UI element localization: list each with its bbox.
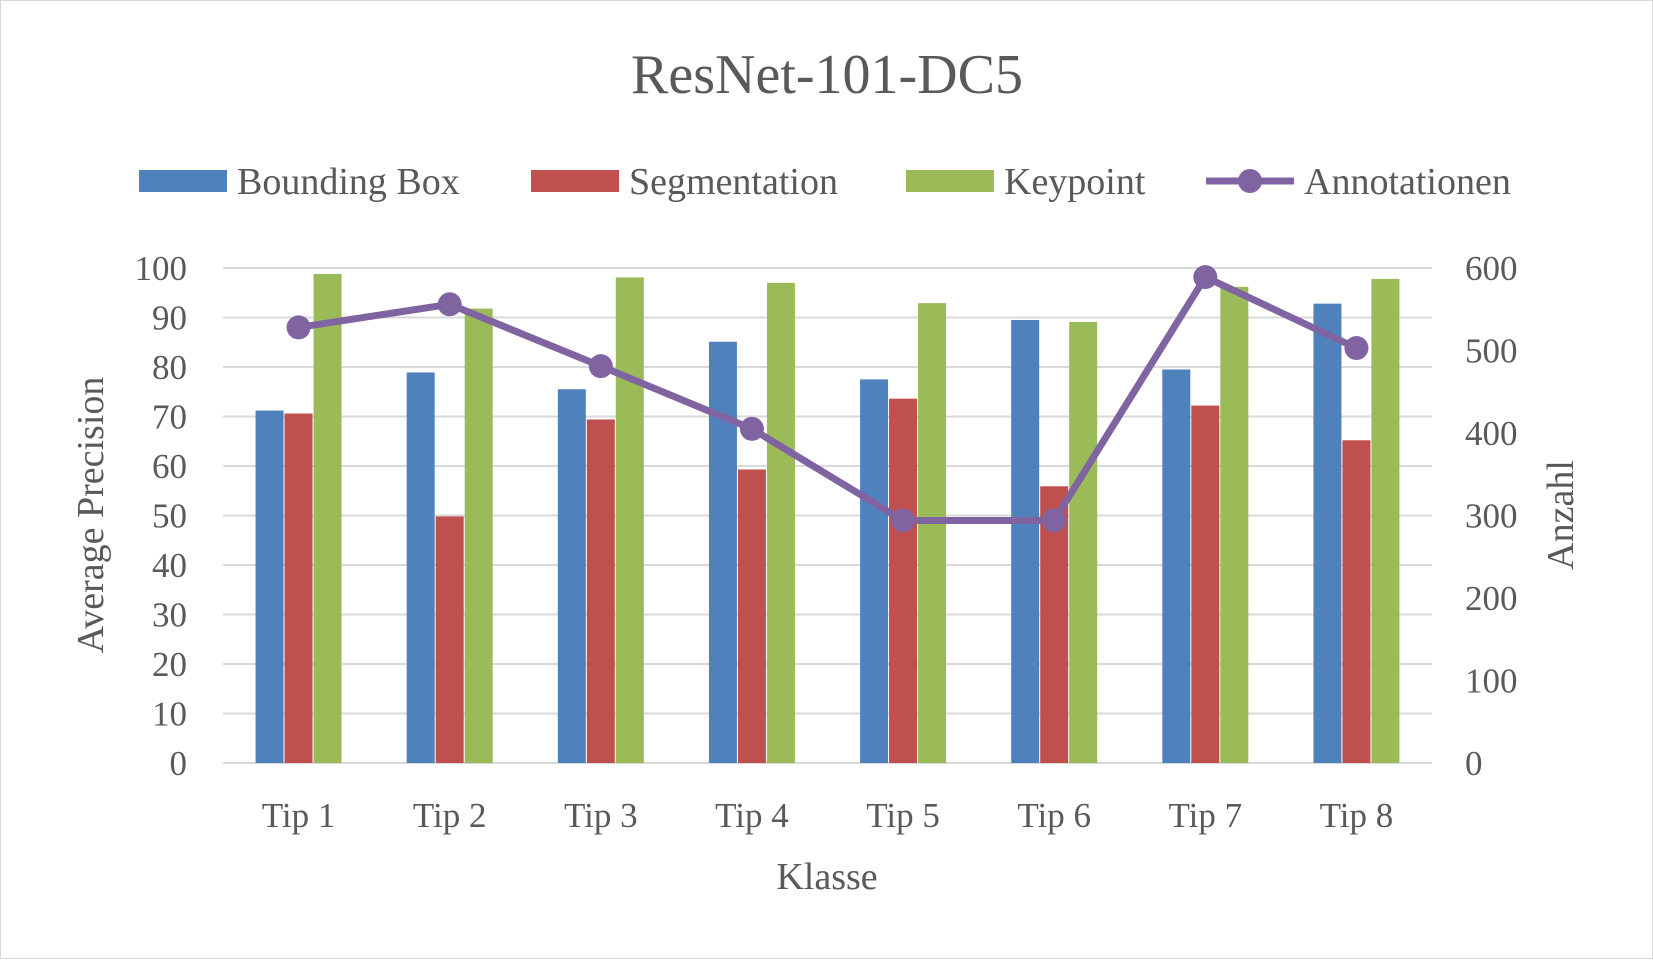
series-line <box>298 273 1358 524</box>
y2-axis-ticks: 0 100 200 300 400 500 600 <box>1465 249 1518 783</box>
bar <box>464 308 493 763</box>
y-tick-label: 90 <box>152 299 187 338</box>
bar <box>918 303 947 763</box>
y2-tick-label: 400 <box>1465 414 1518 453</box>
x-tick-label: Tip 3 <box>564 796 638 835</box>
y-tick-label: 70 <box>152 398 187 437</box>
legend-label: Bounding Box <box>237 161 460 203</box>
bar <box>435 516 464 763</box>
bar <box>1313 303 1342 763</box>
bar <box>255 410 284 763</box>
bar <box>284 413 313 763</box>
y-tick-label: 0 <box>170 744 188 783</box>
bars <box>255 273 1400 763</box>
legend: Bounding Box Segmentation Keypoint Annotati… <box>139 161 1511 203</box>
legend-swatch <box>906 170 994 192</box>
x-tick-label: Tip 6 <box>1017 796 1091 835</box>
legend-label: Segmentation <box>629 161 838 203</box>
line-series <box>286 265 1369 533</box>
line-point <box>437 292 462 317</box>
chart-title: ResNet-101-DC5 <box>631 44 1023 106</box>
bar <box>860 379 889 763</box>
x-axis-ticks: Tip 1 Tip 2 Tip 3 Tip 4 Tip 5 Tip 6 Tip 7 Tip 8 <box>262 796 1394 835</box>
y2-tick-label: 0 <box>1465 744 1483 783</box>
x-tick-label: Tip 4 <box>715 796 789 835</box>
y-axis-label: Average Precision <box>70 377 112 654</box>
y2-tick-label: 200 <box>1465 579 1518 618</box>
bar <box>1162 369 1191 763</box>
bar <box>1069 321 1098 763</box>
line-point <box>1042 508 1067 533</box>
line-point <box>588 354 613 379</box>
bar <box>586 419 615 763</box>
legend-label: Annotationen <box>1304 161 1511 203</box>
bar <box>889 398 918 763</box>
bar <box>557 389 586 763</box>
bar <box>1371 278 1400 763</box>
legend-label: Keypoint <box>1004 161 1146 203</box>
bar <box>615 277 644 763</box>
line-point <box>1193 265 1218 290</box>
line-point <box>1344 336 1369 361</box>
x-tick-label: Tip 7 <box>1169 796 1243 835</box>
y2-tick-label: 300 <box>1465 497 1518 536</box>
y-tick-label: 40 <box>152 546 187 585</box>
x-tick-label: Tip 2 <box>413 796 487 835</box>
bar <box>1220 286 1249 763</box>
y-tick-label: 30 <box>152 596 187 635</box>
legend-swatch <box>531 170 619 192</box>
y2-tick-label: 100 <box>1465 662 1518 701</box>
x-axis-label: Klasse <box>776 856 877 898</box>
line-point <box>739 416 764 441</box>
y2-tick-label: 600 <box>1465 249 1518 288</box>
y2-axis-label: Anzahl <box>1540 460 1582 570</box>
y-tick-label: 80 <box>152 348 187 387</box>
bar <box>406 372 435 763</box>
line-point <box>891 508 916 533</box>
x-tick-label: Tip 1 <box>262 796 336 835</box>
y2-tick-label: 500 <box>1465 332 1518 371</box>
bar <box>708 341 737 763</box>
y-tick-label: 10 <box>152 695 187 734</box>
bar <box>1011 319 1040 763</box>
bar <box>313 273 342 763</box>
y-tick-label: 100 <box>135 249 188 288</box>
y-tick-label: 60 <box>152 447 187 486</box>
x-tick-label: Tip 5 <box>866 796 940 835</box>
bar <box>1191 405 1220 763</box>
bar <box>1342 440 1371 763</box>
y-tick-label: 50 <box>152 497 187 536</box>
legend-marker <box>1238 169 1262 193</box>
legend-swatch <box>139 170 227 192</box>
bar <box>737 469 766 763</box>
line-point <box>286 315 311 340</box>
gridlines <box>223 267 1432 764</box>
x-tick-label: Tip 8 <box>1320 796 1394 835</box>
bar <box>766 282 795 763</box>
y-axis-ticks: 0 10 20 30 40 50 60 70 80 90 100 <box>135 249 188 783</box>
y-tick-label: 20 <box>152 645 187 684</box>
